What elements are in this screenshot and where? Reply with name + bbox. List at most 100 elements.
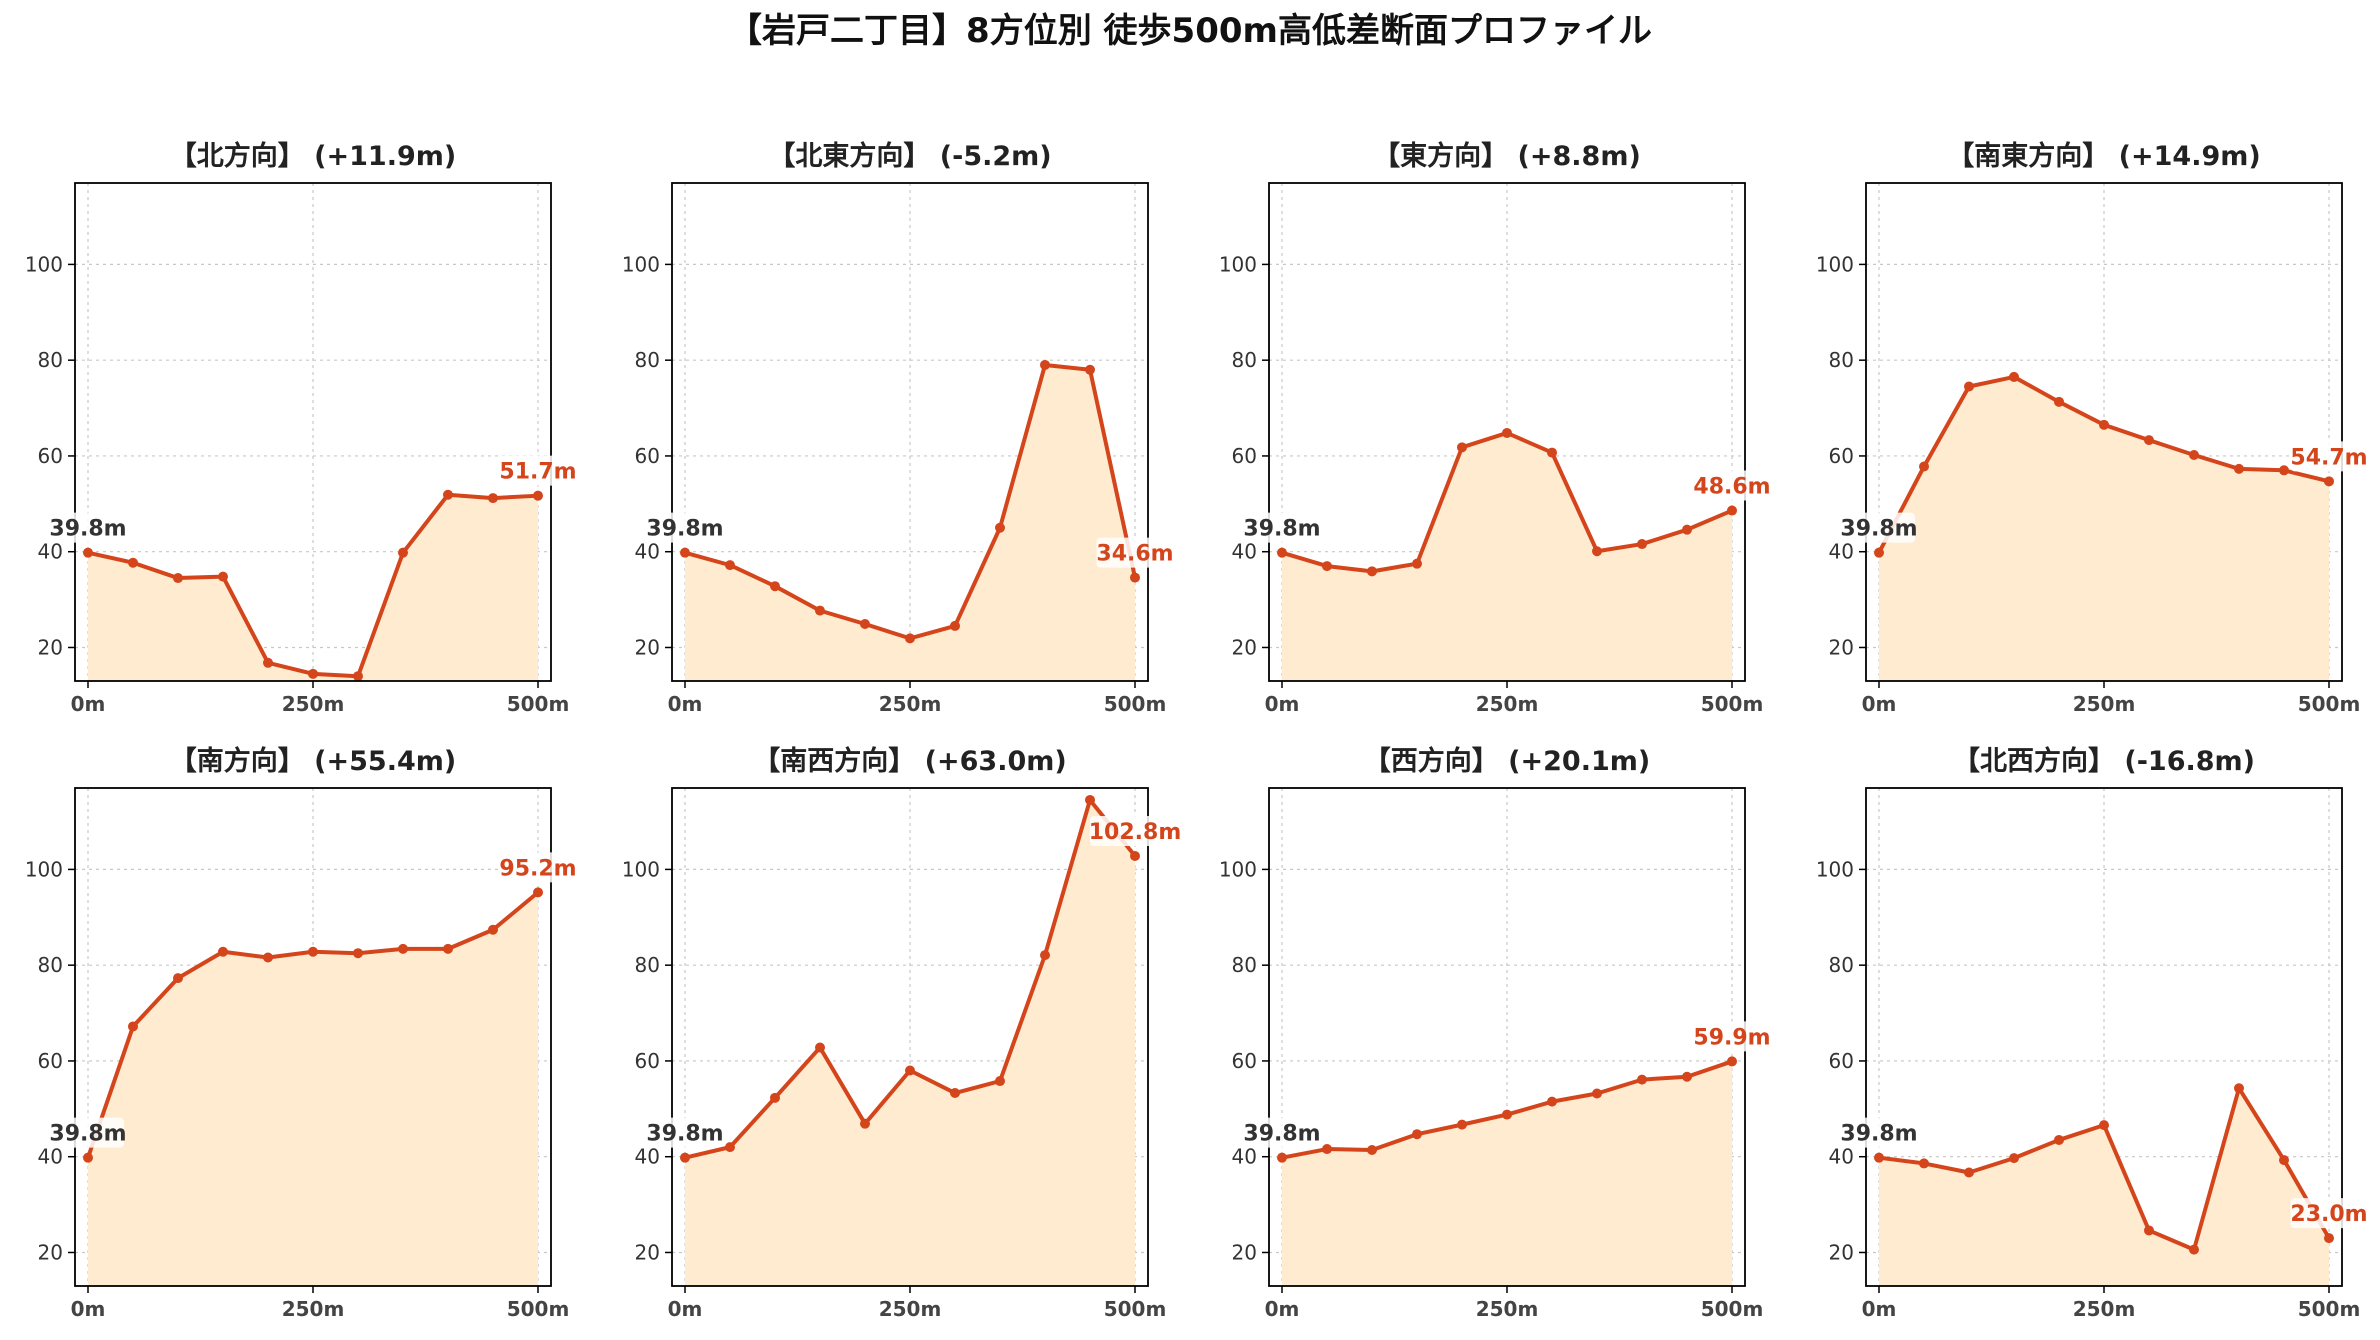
data-point — [1637, 539, 1647, 550]
data-point — [2279, 1155, 2289, 1166]
panel-2: 【東方向】 (+8.8m) 20 40 60 80 100 0m 250m 500m 39.8m 4… — [1219, 140, 1771, 716]
data-point — [1547, 1096, 1557, 1107]
x-tick-label: 0m — [1265, 1297, 1300, 1321]
data-point — [770, 1092, 780, 1103]
end-label-bg — [1693, 1021, 1771, 1052]
start-label-bg — [1246, 1117, 1318, 1148]
x-tick-label: 250m — [2073, 1297, 2136, 1321]
x-tick-label: 0m — [71, 692, 106, 716]
panel-title: 【北方向】 (+11.9m) — [170, 140, 456, 172]
data-point — [1964, 1167, 1974, 1178]
start-label-bg — [52, 512, 124, 543]
panel-0: 【北方向】 (+11.9m) 20 40 60 80 100 0m 250m 500m 39.8m… — [25, 140, 577, 716]
data-point — [1874, 1152, 1884, 1163]
start-label: 39.8m — [49, 1122, 126, 1147]
data-point — [218, 946, 228, 957]
start-label: 39.8m — [49, 517, 126, 542]
data-point — [398, 943, 408, 954]
data-point — [218, 571, 228, 582]
y-tick-label: 20 — [635, 635, 660, 659]
area-fill — [88, 892, 538, 1286]
data-point — [1412, 558, 1422, 569]
end-label-bg — [499, 455, 577, 486]
y-tick-label: 80 — [1829, 348, 1854, 372]
data-point — [680, 547, 690, 558]
data-point — [1727, 1056, 1737, 1067]
end-label: 54.7m — [2290, 445, 2367, 470]
data-point — [2324, 1233, 2334, 1244]
y-tick-label: 40 — [38, 1145, 63, 1169]
area-fill — [1879, 376, 2329, 681]
y-tick-label: 60 — [635, 444, 660, 468]
data-point — [950, 620, 960, 631]
data-point — [1277, 1152, 1287, 1163]
data-point — [1919, 461, 1929, 472]
area-fill — [685, 799, 1135, 1286]
x-tick-label: 250m — [282, 692, 345, 716]
data-point — [2324, 476, 2334, 487]
data-point — [1085, 794, 1095, 805]
panel-title: 【東方向】 (+8.8m) — [1373, 140, 1641, 172]
data-point — [2144, 435, 2154, 446]
y-tick-label: 80 — [1829, 953, 1854, 977]
y-tick-label: 60 — [1829, 1049, 1854, 1073]
data-point — [860, 1118, 870, 1129]
y-tick-label: 100 — [1219, 252, 1257, 276]
panel-title: 【南方向】 (+55.4m) — [170, 745, 456, 777]
x-tick-label: 250m — [879, 692, 942, 716]
start-label: 39.8m — [1243, 1122, 1320, 1147]
end-label-bg — [499, 852, 577, 883]
y-tick-label: 60 — [1232, 444, 1257, 468]
data-point — [1682, 524, 1692, 535]
data-point — [2189, 449, 2199, 460]
end-label: 95.2m — [499, 856, 576, 881]
y-tick-label: 60 — [38, 444, 63, 468]
x-tick-label: 0m — [1862, 1297, 1897, 1321]
data-point — [680, 1152, 690, 1163]
panel-title: 【西方向】 (+20.1m) — [1364, 745, 1650, 777]
start-label: 39.8m — [1840, 1122, 1917, 1147]
start-label: 39.8m — [1243, 517, 1320, 542]
y-tick-label: 100 — [622, 252, 660, 276]
start-label-bg — [1246, 512, 1318, 543]
end-label: 51.7m — [499, 460, 576, 485]
x-tick-label: 0m — [1862, 692, 1897, 716]
x-tick-label: 0m — [1265, 692, 1300, 716]
end-label: 48.6m — [1693, 475, 1770, 500]
data-point — [1040, 359, 1050, 370]
data-point — [1682, 1071, 1692, 1082]
data-point — [533, 490, 543, 501]
y-tick-label: 80 — [1232, 953, 1257, 977]
y-tick-label: 100 — [1816, 252, 1854, 276]
area-fill — [1879, 1088, 2329, 1286]
x-tick-label: 500m — [1104, 692, 1167, 716]
data-point — [128, 1021, 138, 1032]
y-tick-label: 100 — [25, 252, 63, 276]
start-label: 39.8m — [1840, 517, 1917, 542]
y-tick-label: 100 — [1816, 857, 1854, 881]
data-point — [443, 489, 453, 500]
data-point — [263, 657, 273, 668]
y-tick-label: 20 — [1829, 1240, 1854, 1264]
panel-7: 【北西方向】 (-16.8m) 20 40 60 80 100 0m 250m 500m 39.8… — [1816, 745, 2368, 1321]
data-point — [353, 948, 363, 959]
data-point — [1592, 1088, 1602, 1099]
x-tick-label: 500m — [1104, 1297, 1167, 1321]
data-point — [995, 522, 1005, 533]
y-tick-label: 40 — [635, 540, 660, 564]
data-point — [815, 1042, 825, 1053]
data-point — [815, 605, 825, 616]
y-tick-label: 20 — [38, 1240, 63, 1264]
y-tick-label: 20 — [635, 1240, 660, 1264]
area-fill — [1282, 1061, 1732, 1286]
y-tick-label: 40 — [1829, 540, 1854, 564]
x-tick-label: 0m — [668, 692, 703, 716]
start-label-bg — [52, 1117, 124, 1148]
end-label: 59.9m — [1693, 1025, 1770, 1050]
panel-title: 【南東方向】 (+14.9m) — [1947, 140, 2260, 172]
x-tick-label: 500m — [2298, 692, 2361, 716]
start-label-bg — [1843, 1117, 1915, 1148]
start-label-bg — [1843, 512, 1915, 543]
y-tick-label: 60 — [1829, 444, 1854, 468]
